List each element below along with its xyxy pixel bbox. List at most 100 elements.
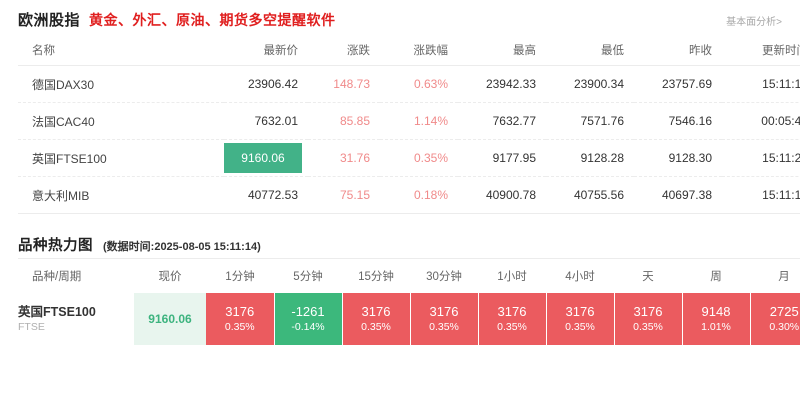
heat-pct: 0.35% bbox=[497, 321, 527, 333]
col-header-prev-close: 昨收 bbox=[634, 34, 722, 66]
heat-pct: 0.35% bbox=[429, 321, 459, 333]
cell-update-time: 15:11:24 bbox=[722, 139, 800, 177]
heat-cell-5m[interactable]: -1261 -0.14% bbox=[274, 293, 343, 345]
cell-change-pct: 0.63% bbox=[380, 65, 458, 103]
table-row[interactable]: 德国DAX30 23906.42 148.73 0.63% 23942.33 2… bbox=[18, 65, 800, 103]
cell-high: 9177.95 bbox=[458, 139, 546, 177]
heat-pct: 1.01% bbox=[701, 321, 731, 333]
cell-name: 法国CAC40 bbox=[18, 102, 224, 140]
cell-update-time: 15:11:15 bbox=[722, 65, 800, 103]
heat-pct: 0.35% bbox=[361, 321, 391, 333]
cell-prev-close: 7546.16 bbox=[634, 102, 722, 140]
heat-cell-1h[interactable]: 3176 0.35% bbox=[478, 293, 547, 345]
quotes-table: 名称 最新价 涨跌 涨跌幅 最高 最低 昨收 更新时间 德国DAX30 2390… bbox=[18, 34, 800, 214]
cell-low: 40755.56 bbox=[546, 176, 634, 214]
highlighted-price: 9160.06 bbox=[224, 143, 302, 173]
cell-change: 148.73 bbox=[308, 65, 380, 103]
heat-pct: -0.14% bbox=[291, 321, 325, 333]
cell-update-time: 15:11:15 bbox=[722, 176, 800, 214]
col-header-last: 最新价 bbox=[224, 34, 308, 66]
heat-col-header-month: 月 bbox=[778, 271, 790, 283]
heat-col-header-1h: 1小时 bbox=[497, 271, 527, 283]
heat-cell-symbol: 英国FTSE100 FTSE bbox=[18, 293, 134, 345]
col-header-change: 涨跌 bbox=[308, 34, 380, 66]
section-subtitle: 黄金、外汇、原油、期货多空提醒软件 bbox=[89, 12, 336, 28]
cell-high: 23942.33 bbox=[458, 65, 546, 103]
cell-prev-close: 23757.69 bbox=[634, 65, 722, 103]
heat-value: 2725 bbox=[769, 304, 799, 319]
heat-cell-week[interactable]: 9148 1.01% bbox=[682, 293, 751, 345]
heatmap-title: 品种热力图 bbox=[18, 238, 93, 254]
cell-name: 意大利MIB bbox=[18, 176, 224, 214]
heat-col-header-symbol: 品种/周期 bbox=[32, 271, 82, 283]
fundamental-analysis-link[interactable]: 基本面分析> bbox=[726, 17, 782, 28]
cell-prev-close: 9128.30 bbox=[634, 139, 722, 177]
col-header-change-pct: 涨跌幅 bbox=[380, 34, 458, 66]
heat-cell-price: 9160.06 bbox=[134, 293, 206, 345]
heat-pct: 0.35% bbox=[565, 321, 595, 333]
heat-cell-15m[interactable]: 3176 0.35% bbox=[342, 293, 411, 345]
table-row[interactable]: 法国CAC40 7632.01 85.85 1.14% 7632.77 7571… bbox=[18, 102, 800, 140]
col-header-name: 名称 bbox=[18, 34, 224, 66]
heat-col-header-price: 现价 bbox=[158, 271, 182, 283]
heat-cell-4h[interactable]: 3176 0.35% bbox=[546, 293, 615, 345]
cell-change: 85.85 bbox=[308, 102, 380, 140]
heat-value: 3176 bbox=[633, 304, 663, 319]
heat-value: 3176 bbox=[565, 304, 595, 319]
cell-prev-close: 40697.38 bbox=[634, 176, 722, 214]
cell-change-pct: 0.35% bbox=[380, 139, 458, 177]
cell-name: 英国FTSE100 bbox=[18, 139, 224, 177]
cell-low: 9128.28 bbox=[546, 139, 634, 177]
col-header-high: 最高 bbox=[458, 34, 546, 66]
heat-cell-month[interactable]: 2725 0.30% bbox=[750, 293, 800, 345]
cell-low: 23900.34 bbox=[546, 65, 634, 103]
page-title: 欧洲股指 bbox=[18, 12, 81, 29]
section-header-heatmap: 品种热力图 (数据时间:2025-08-05 15:11:14) bbox=[18, 214, 782, 258]
cell-change-pct: 0.18% bbox=[380, 176, 458, 214]
heat-value: 3176 bbox=[497, 304, 527, 319]
cell-high: 40900.78 bbox=[458, 176, 546, 214]
heat-symbol-name: 英国FTSE100 bbox=[18, 304, 96, 319]
cell-last-highlighted: 9160.06 bbox=[224, 139, 308, 177]
cell-name: 德国DAX30 bbox=[18, 65, 224, 103]
heat-col-header-30m: 30分钟 bbox=[426, 271, 462, 283]
heatmap-table: 品种/周期 现价 1分钟 5分钟 15分钟 30分钟 1小时 4小时 天 周 月… bbox=[18, 258, 800, 345]
heat-value: -1261 bbox=[291, 304, 325, 319]
cell-high: 7632.77 bbox=[458, 102, 546, 140]
table-row[interactable]: 意大利MIB 40772.53 75.15 0.18% 40900.78 407… bbox=[18, 176, 800, 214]
table-row[interactable]: 英国FTSE100 9160.06 31.76 0.35% 9177.95 91… bbox=[18, 139, 800, 177]
heat-value: 9148 bbox=[701, 304, 731, 319]
heat-col-header-1m: 1分钟 bbox=[225, 271, 255, 283]
heat-cell-30m[interactable]: 3176 0.35% bbox=[410, 293, 479, 345]
cell-update-time: 00:05:46 bbox=[722, 102, 800, 140]
heat-pct: 0.35% bbox=[224, 321, 255, 333]
heat-col-header-day: 天 bbox=[642, 271, 654, 283]
heat-col-header-4h: 4小时 bbox=[565, 271, 595, 283]
col-header-update-time: 更新时间 bbox=[722, 34, 800, 66]
heat-pct: 0.35% bbox=[633, 321, 663, 333]
cell-last: 7632.01 bbox=[224, 102, 308, 140]
heatmap-data-time: (数据时间:2025-08-05 15:11:14) bbox=[103, 241, 261, 253]
heat-cell-day[interactable]: 3176 0.35% bbox=[614, 293, 683, 345]
heat-value: 3176 bbox=[225, 304, 255, 319]
cell-change-pct: 1.14% bbox=[380, 102, 458, 140]
heat-pct: 0.30% bbox=[769, 321, 800, 333]
heatmap-row[interactable]: 英国FTSE100 FTSE 9160.06 3176 0.35% -1261 … bbox=[18, 293, 800, 345]
section-header-indices: 欧洲股指 黄金、外汇、原油、期货多空提醒软件 基本面分析> bbox=[18, 0, 782, 34]
cell-low: 7571.76 bbox=[546, 102, 634, 140]
cell-change: 75.15 bbox=[308, 176, 380, 214]
heat-symbol-code: FTSE bbox=[18, 320, 45, 333]
cell-last: 23906.42 bbox=[224, 65, 308, 103]
heat-value: 3176 bbox=[429, 304, 459, 319]
quotes-header-row: 名称 最新价 涨跌 涨跌幅 最高 最低 昨收 更新时间 bbox=[18, 34, 800, 66]
heat-col-header-5m: 5分钟 bbox=[293, 271, 323, 283]
heat-col-header-15m: 15分钟 bbox=[358, 271, 394, 283]
col-header-low: 最低 bbox=[546, 34, 634, 66]
heat-value: 3176 bbox=[361, 304, 391, 319]
heat-cell-1m[interactable]: 3176 0.35% bbox=[206, 293, 275, 345]
cell-last: 40772.53 bbox=[224, 176, 308, 214]
heat-col-header-week: 周 bbox=[710, 271, 722, 283]
heatmap-header-row: 品种/周期 现价 1分钟 5分钟 15分钟 30分钟 1小时 4小时 天 周 月 bbox=[18, 259, 800, 294]
cell-change: 31.76 bbox=[308, 139, 380, 177]
